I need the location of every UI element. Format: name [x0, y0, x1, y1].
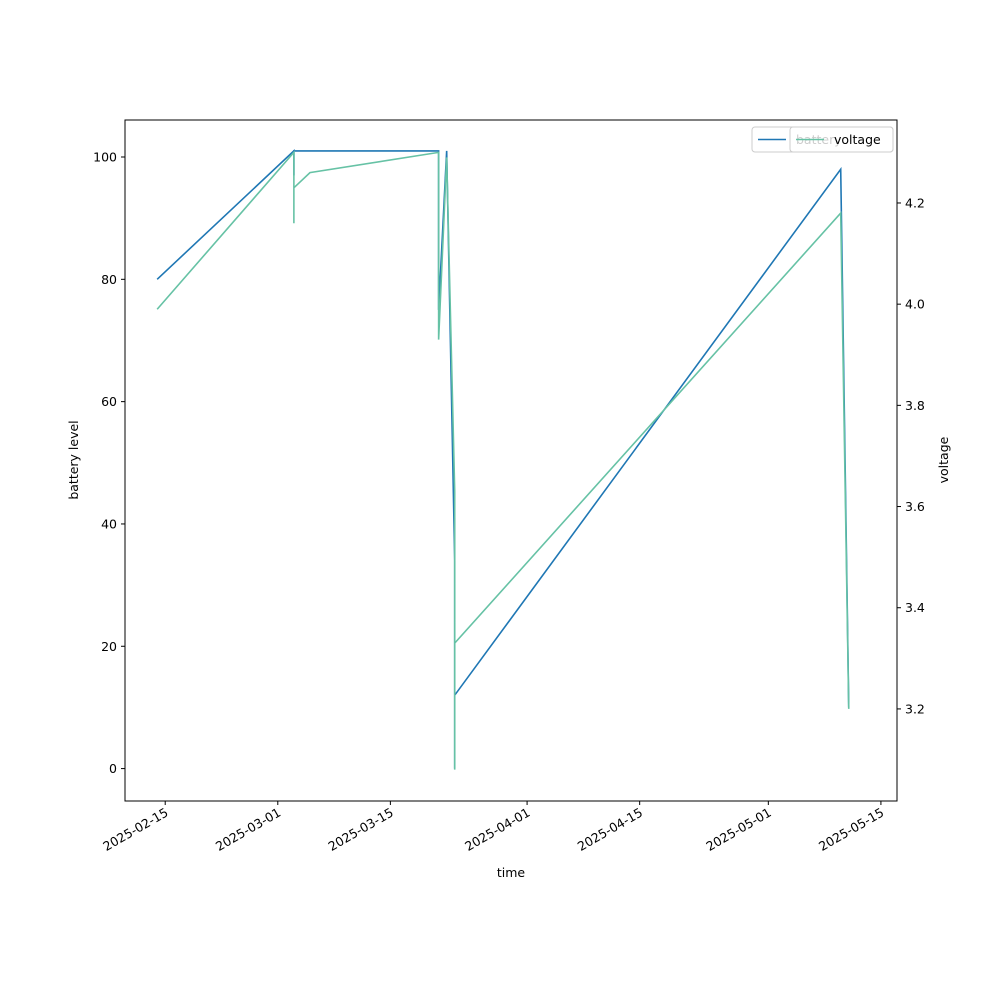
x-tick-label: 2025-02-15 — [100, 805, 170, 854]
y2-tick-label: 3.4 — [905, 600, 925, 615]
y2-tick-label: 3.2 — [905, 701, 925, 716]
y-tick-label: 0 — [109, 761, 117, 776]
y2-tick-label: 3.6 — [905, 499, 925, 514]
y2-tick-label: 4.2 — [905, 195, 925, 210]
y-tick-label: 80 — [101, 272, 117, 287]
legend-label: voltage — [834, 132, 881, 147]
legend-box — [789, 126, 894, 153]
y-tick-label: 100 — [93, 150, 117, 165]
y2-tick-label: 3.8 — [905, 398, 925, 413]
x-axis-label: time — [497, 865, 526, 880]
y-tick-label: 40 — [101, 516, 117, 531]
x-tick-label: 2025-05-15 — [816, 805, 886, 854]
data-line — [156, 149, 850, 769]
x-tick-label: 2025-04-15 — [575, 805, 645, 854]
x-tick-label: 2025-03-15 — [325, 805, 395, 854]
x-tick-label: 2025-05-01 — [703, 805, 773, 854]
y-tick-label: 20 — [101, 639, 117, 654]
data-line — [156, 150, 850, 770]
y-axis-label: battery level — [66, 420, 81, 499]
y-tick-label: 60 — [101, 394, 117, 409]
x-tick-label: 2025-03-01 — [213, 805, 283, 854]
y2-axis-label: voltage — [936, 436, 951, 483]
x-tick-label: 2025-04-01 — [462, 805, 532, 854]
y2-tick-label: 4.0 — [905, 297, 925, 312]
plot-frame — [124, 119, 898, 802]
